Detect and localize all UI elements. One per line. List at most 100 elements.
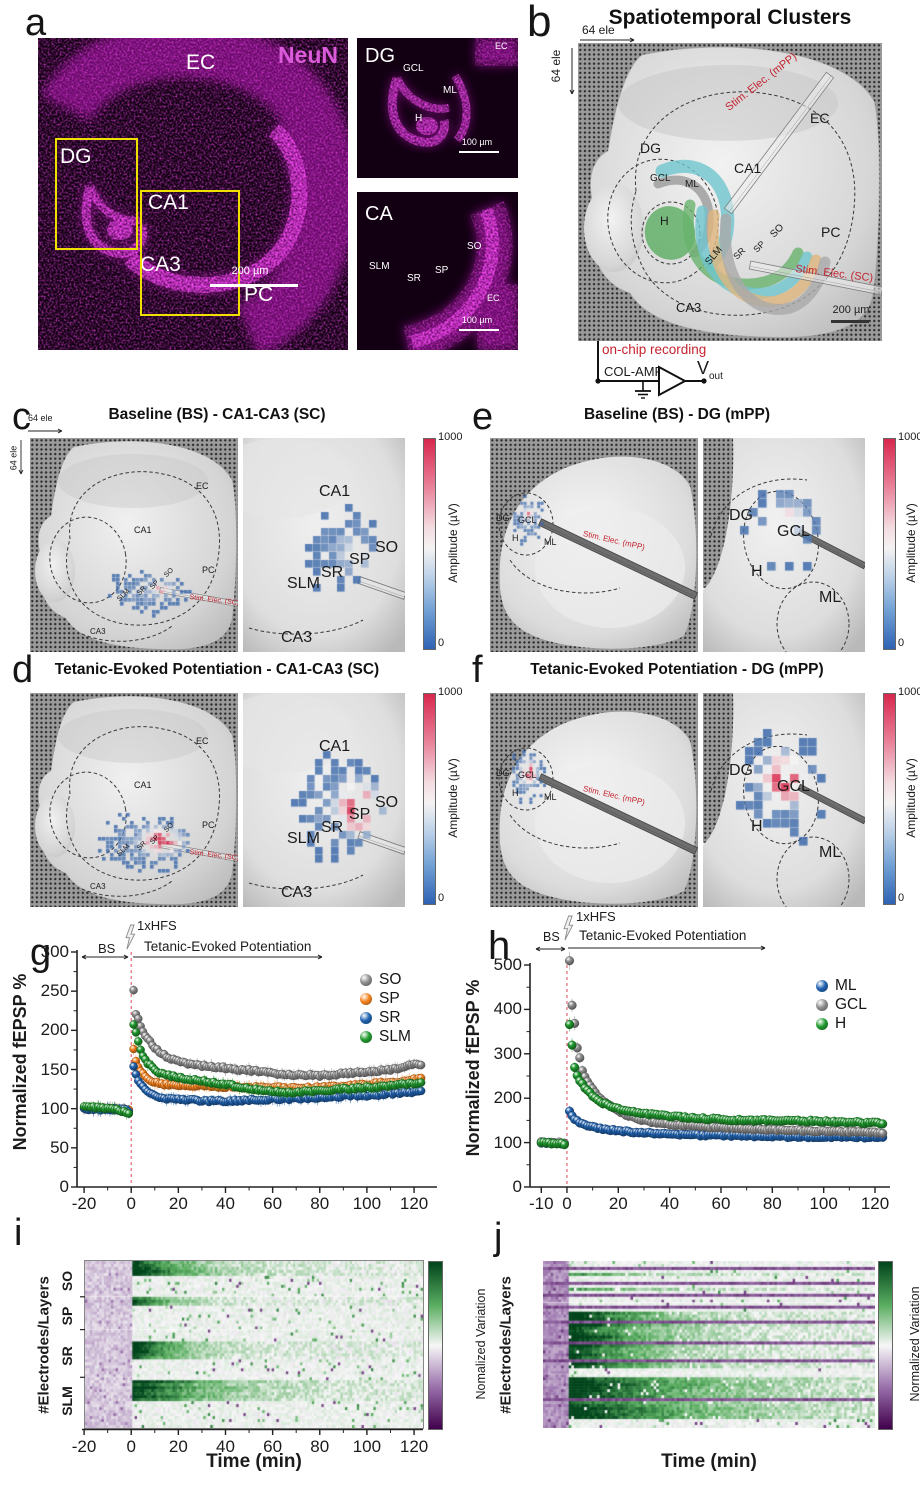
region-label: CA3	[90, 882, 106, 891]
region-label: DG	[640, 140, 661, 156]
region-label: CA3	[281, 884, 313, 901]
panel-d-letter: d	[12, 649, 34, 691]
panel-c-letter: c	[12, 396, 31, 438]
variation-colorbar-label-j: Normalized Variation	[907, 1286, 920, 1402]
colorbar-min-c: 0	[438, 637, 445, 649]
heatmap-image-e-zoom: DG GCL H ML	[703, 438, 865, 652]
amplitude-cluster	[490, 693, 698, 907]
heatmap-image-e-overview: DG GCL H ML Stim. Elec. (mPP)	[490, 438, 698, 652]
scalebar-label-main: 200 µm	[231, 265, 269, 277]
layer-label-SLM: SLM	[59, 1386, 75, 1416]
scalebar-dg	[459, 151, 499, 153]
legend-marker-dot	[360, 1030, 372, 1043]
amplitude-cluster	[243, 693, 405, 907]
i-xlabel: Time (min)	[206, 1451, 302, 1472]
x-tick-label: 120	[399, 1437, 429, 1456]
legend-label: SR	[379, 1008, 401, 1026]
array-rows-label-c: 64 ele	[8, 445, 19, 471]
x-tick-label: 120	[860, 1194, 890, 1213]
y-tick-label: 500	[493, 955, 522, 974]
panel-d-title: Tetanic-Evoked Potentiation - CA1-CA3 (S…	[54, 661, 380, 678]
panel-g-letter: g	[30, 932, 52, 974]
colorbar-max-e: 1000	[898, 431, 920, 443]
scalebar-b	[831, 320, 869, 323]
legend-item: SO	[360, 970, 411, 989]
region-label: PC	[202, 820, 215, 830]
region-label: PC	[821, 224, 841, 240]
x-tick-label: 80	[310, 1194, 330, 1213]
y-tick-label: 200	[493, 1088, 522, 1108]
legend-item: ML	[816, 976, 867, 995]
col-amp-label: COL-AMP	[604, 364, 664, 379]
variation-heatmap-i	[85, 1261, 423, 1428]
y-tick-label: 400	[493, 999, 522, 1019]
heatmap-image-c-overview: EC CA1 PC CA3 SLM SR SP SO Stim. Elec. (SC)	[30, 438, 238, 652]
x-tick-label: 60	[263, 1437, 283, 1456]
region-label: SLM	[287, 830, 320, 847]
region-label: CA1	[319, 483, 351, 500]
region-label: SP	[349, 551, 371, 568]
legend-marker-dot	[360, 992, 372, 1005]
amplitude-colorbar-f	[883, 693, 896, 905]
legend-item: SLM	[360, 1027, 411, 1046]
roi-box	[55, 138, 138, 250]
y-tick-label: 250	[40, 981, 69, 1001]
legend-item: H	[816, 1014, 867, 1033]
region-label: PC	[244, 283, 274, 306]
region-label: EC	[487, 293, 500, 303]
x-tick-label: -20	[71, 1437, 97, 1456]
region-label: H	[512, 788, 519, 798]
legend-item: SR	[360, 1008, 411, 1027]
x-tick-label: 100	[352, 1194, 382, 1213]
phase-annotation: Tetanic-Evoked Potentiation	[579, 928, 747, 943]
scalebar-label-b: 200 µm	[832, 304, 870, 316]
vout-label: V	[697, 358, 710, 378]
amplitude-cluster	[703, 438, 865, 652]
x-tick-label: 40	[216, 1194, 235, 1213]
region-label: SO	[467, 241, 482, 252]
panel-b-title: Spatiotemporal Clusters	[608, 6, 852, 29]
y-tick-label: 300	[493, 1043, 522, 1063]
legend-label: ML	[835, 976, 857, 994]
region-label: CA3	[90, 627, 106, 636]
region-label: H	[660, 214, 669, 228]
x-tick-label: 40	[216, 1437, 235, 1456]
roi-box	[140, 190, 240, 316]
y-tick-label: 50	[50, 1137, 69, 1157]
region-label: CA3	[676, 300, 702, 315]
x-tick-label: 40	[660, 1194, 680, 1213]
region-label: EC	[196, 481, 209, 491]
legend-label: GCL	[835, 995, 867, 1013]
scalebar-ca	[459, 329, 499, 331]
layer-label-SR: SR	[59, 1346, 75, 1366]
region-label: CA1	[319, 738, 351, 755]
region-label: H	[751, 563, 763, 580]
legend-label: H	[835, 1014, 847, 1032]
region-label: H	[751, 818, 763, 835]
y-tick-label: 0	[512, 1177, 522, 1196]
colorbar-max-c: 1000	[438, 431, 463, 443]
x-tick-label: -10	[528, 1194, 554, 1213]
region-label: DG	[496, 513, 510, 523]
region-label: SR	[321, 564, 344, 581]
legend-g: SO SP SR SLM	[360, 970, 411, 1046]
region-label: CA1	[148, 191, 189, 214]
heatmap-image-f-overview: DG GCL H ML Stim. Elec. (mPP)	[490, 693, 698, 907]
region-label: SLM	[287, 575, 320, 592]
legend-marker-dot	[816, 998, 828, 1011]
scalebar-main	[210, 284, 298, 287]
j-ylabel: #Electrodes/Layers	[497, 1276, 515, 1414]
variation-colorbar-i	[428, 1261, 443, 1430]
region-label: H	[415, 113, 423, 124]
region-label: CA1	[734, 160, 762, 176]
array-cols-label-b: 64 ele	[582, 23, 615, 37]
array-cols-label-c: 64 ele	[28, 413, 53, 423]
colorbar-label-c: Amplitude (µV)	[446, 503, 460, 583]
neun-micrograph-ca-inset: CA SLM SR SP SO EC	[357, 192, 518, 350]
i-ylabel: #Electrodes/Layers	[35, 1276, 53, 1414]
amplitude-colorbar-c	[423, 438, 436, 650]
legend-label: SP	[379, 989, 400, 1007]
heatmap-image-d-zoom: CA1 SO SP SR SLM CA3	[243, 693, 405, 907]
amplitude-cluster	[30, 438, 238, 652]
amplitude-cluster	[703, 693, 865, 907]
